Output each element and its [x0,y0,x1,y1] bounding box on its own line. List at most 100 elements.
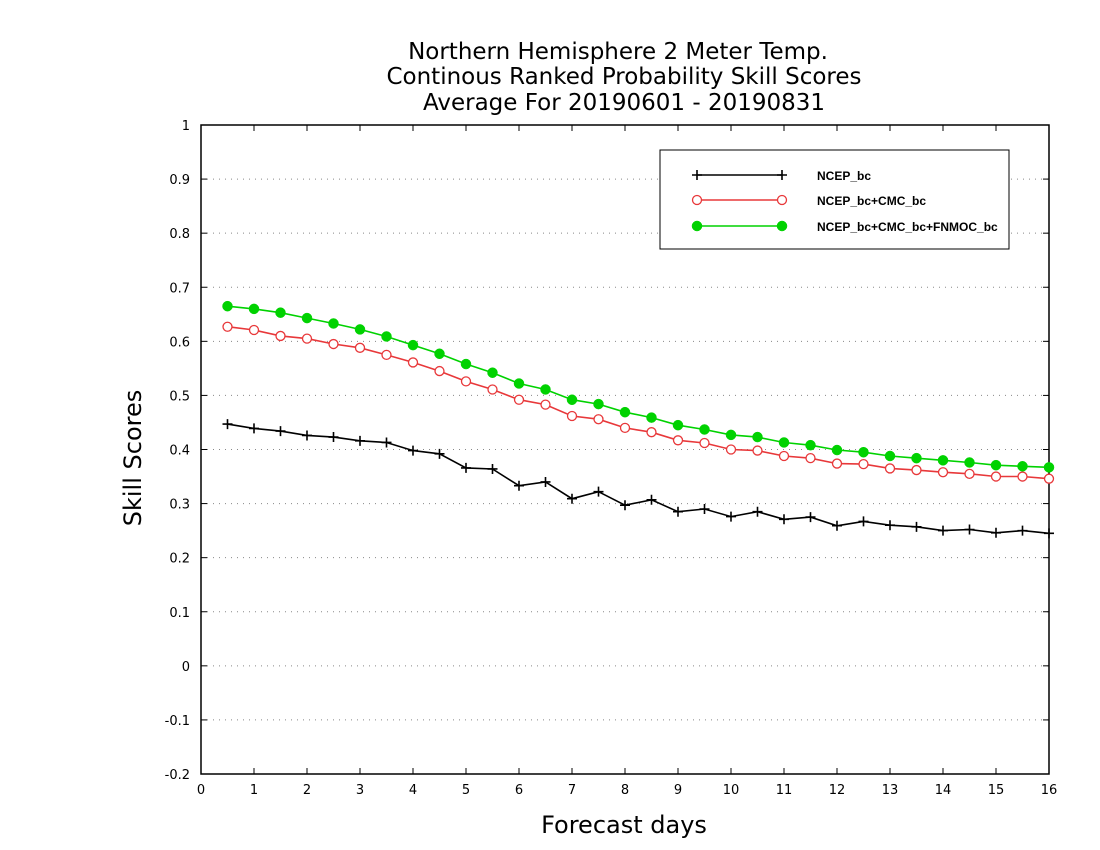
legend-marker [691,194,703,206]
x-tick-label: 8 [621,783,629,798]
data-point [540,384,551,395]
data-point [460,376,472,387]
data-point [275,330,286,342]
legend-label: NCEP_bc+CMC_bc [817,194,926,208]
data-point [725,429,737,441]
grid-lines [201,178,1049,721]
data-point [222,419,233,430]
series-line [227,325,1050,480]
data-point [672,419,684,431]
data-point [752,506,763,517]
data-point [328,318,339,329]
data-point [434,348,445,360]
data-point [249,423,259,434]
series-2 [222,321,1055,484]
data-point [407,357,419,368]
data-point [646,412,657,423]
data-point [567,493,577,504]
data-point [354,324,366,335]
x-tick-label: 10 [723,783,740,798]
data-point [778,450,790,462]
data-point [964,468,975,479]
data-point [884,450,896,462]
data-point [540,399,551,410]
x-tick-label: 6 [515,783,523,798]
legend: NCEP_bc NCEP_bc+CMC_bc NCEP_bc+CMC_bc+FNMO… [659,149,1010,250]
data-point [646,494,657,505]
data-point [805,453,816,464]
data-point [620,500,630,511]
data-point [487,463,498,474]
legend-marker [776,220,788,232]
data-point [407,339,419,351]
data-point [593,398,604,410]
data-point [328,432,339,443]
data-point [619,422,631,434]
y-tick-label: 0.6 [169,335,190,350]
data-point [938,525,948,536]
data-point [328,338,339,350]
legend-marker [692,170,702,180]
data-point [699,503,710,514]
data-point [222,300,233,312]
y-tick-label: 0.2 [169,552,190,567]
data-point [408,445,418,456]
x-tick-label: 14 [935,783,952,798]
y-tick-label: 0.5 [169,389,190,404]
data-point [381,349,392,361]
data-point [805,512,816,523]
data-point [752,431,763,443]
legend-box [659,149,1010,250]
x-tick-label: 15 [988,783,1005,798]
legend-item-1: NCEP_bc [692,169,871,183]
chart-title: Northern Hemisphere 2 Meter Temp. Contin… [386,39,861,116]
plot-frame [200,124,1050,775]
y-axis-ticks: -0.2 -0.1 0 0.1 0.2 0.3 0.4 0.5 0.6 0.7 0.8 0.9 1 [165,119,1049,783]
y-tick-label: 0.8 [169,227,190,242]
y-tick-label: 0.7 [169,281,190,296]
data-point [990,471,1002,482]
y-tick-label: 0 [182,660,190,675]
data-point [858,446,869,458]
series-line [227,423,1050,535]
data-point [593,414,604,425]
x-axis-ticks: 0 1 2 3 4 5 6 7 8 9 10 11 12 13 14 15 16 [197,125,1057,798]
y-tick-label: 1 [182,119,190,134]
data-point [302,430,312,441]
data-point [964,524,975,535]
data-point [1043,473,1055,484]
title-line-2: Continous Ranked Probability Skill Score… [386,64,861,90]
data-point [566,410,578,422]
x-tick-label: 3 [356,783,364,798]
data-point [513,394,525,405]
data-point [1017,525,1028,536]
legend-marker [691,220,703,232]
x-tick-label: 7 [568,783,576,798]
data-point [673,506,683,517]
data-point [831,444,843,456]
data-point [301,333,313,344]
data-point [487,367,498,378]
data-point [1044,528,1054,539]
data-point [831,458,843,469]
data-point [699,437,710,449]
x-tick-label: 13 [882,783,899,798]
data-point [275,307,286,318]
x-tick-label: 9 [674,783,682,798]
data-point [566,394,578,405]
data-point [355,435,365,446]
data-point [646,427,657,438]
data-point [301,312,313,324]
y-tick-label: 0.1 [169,606,190,621]
y-tick-label: -0.2 [165,768,190,783]
series-3 [222,300,1055,473]
data-point [805,439,816,451]
title-line-1: Northern Hemisphere 2 Meter Temp. [408,39,828,65]
data-point [726,511,736,522]
data-point [354,342,366,353]
x-tick-label: 1 [250,783,258,798]
x-tick-label: 2 [303,783,311,798]
x-tick-label: 0 [197,783,205,798]
data-point [672,435,684,446]
